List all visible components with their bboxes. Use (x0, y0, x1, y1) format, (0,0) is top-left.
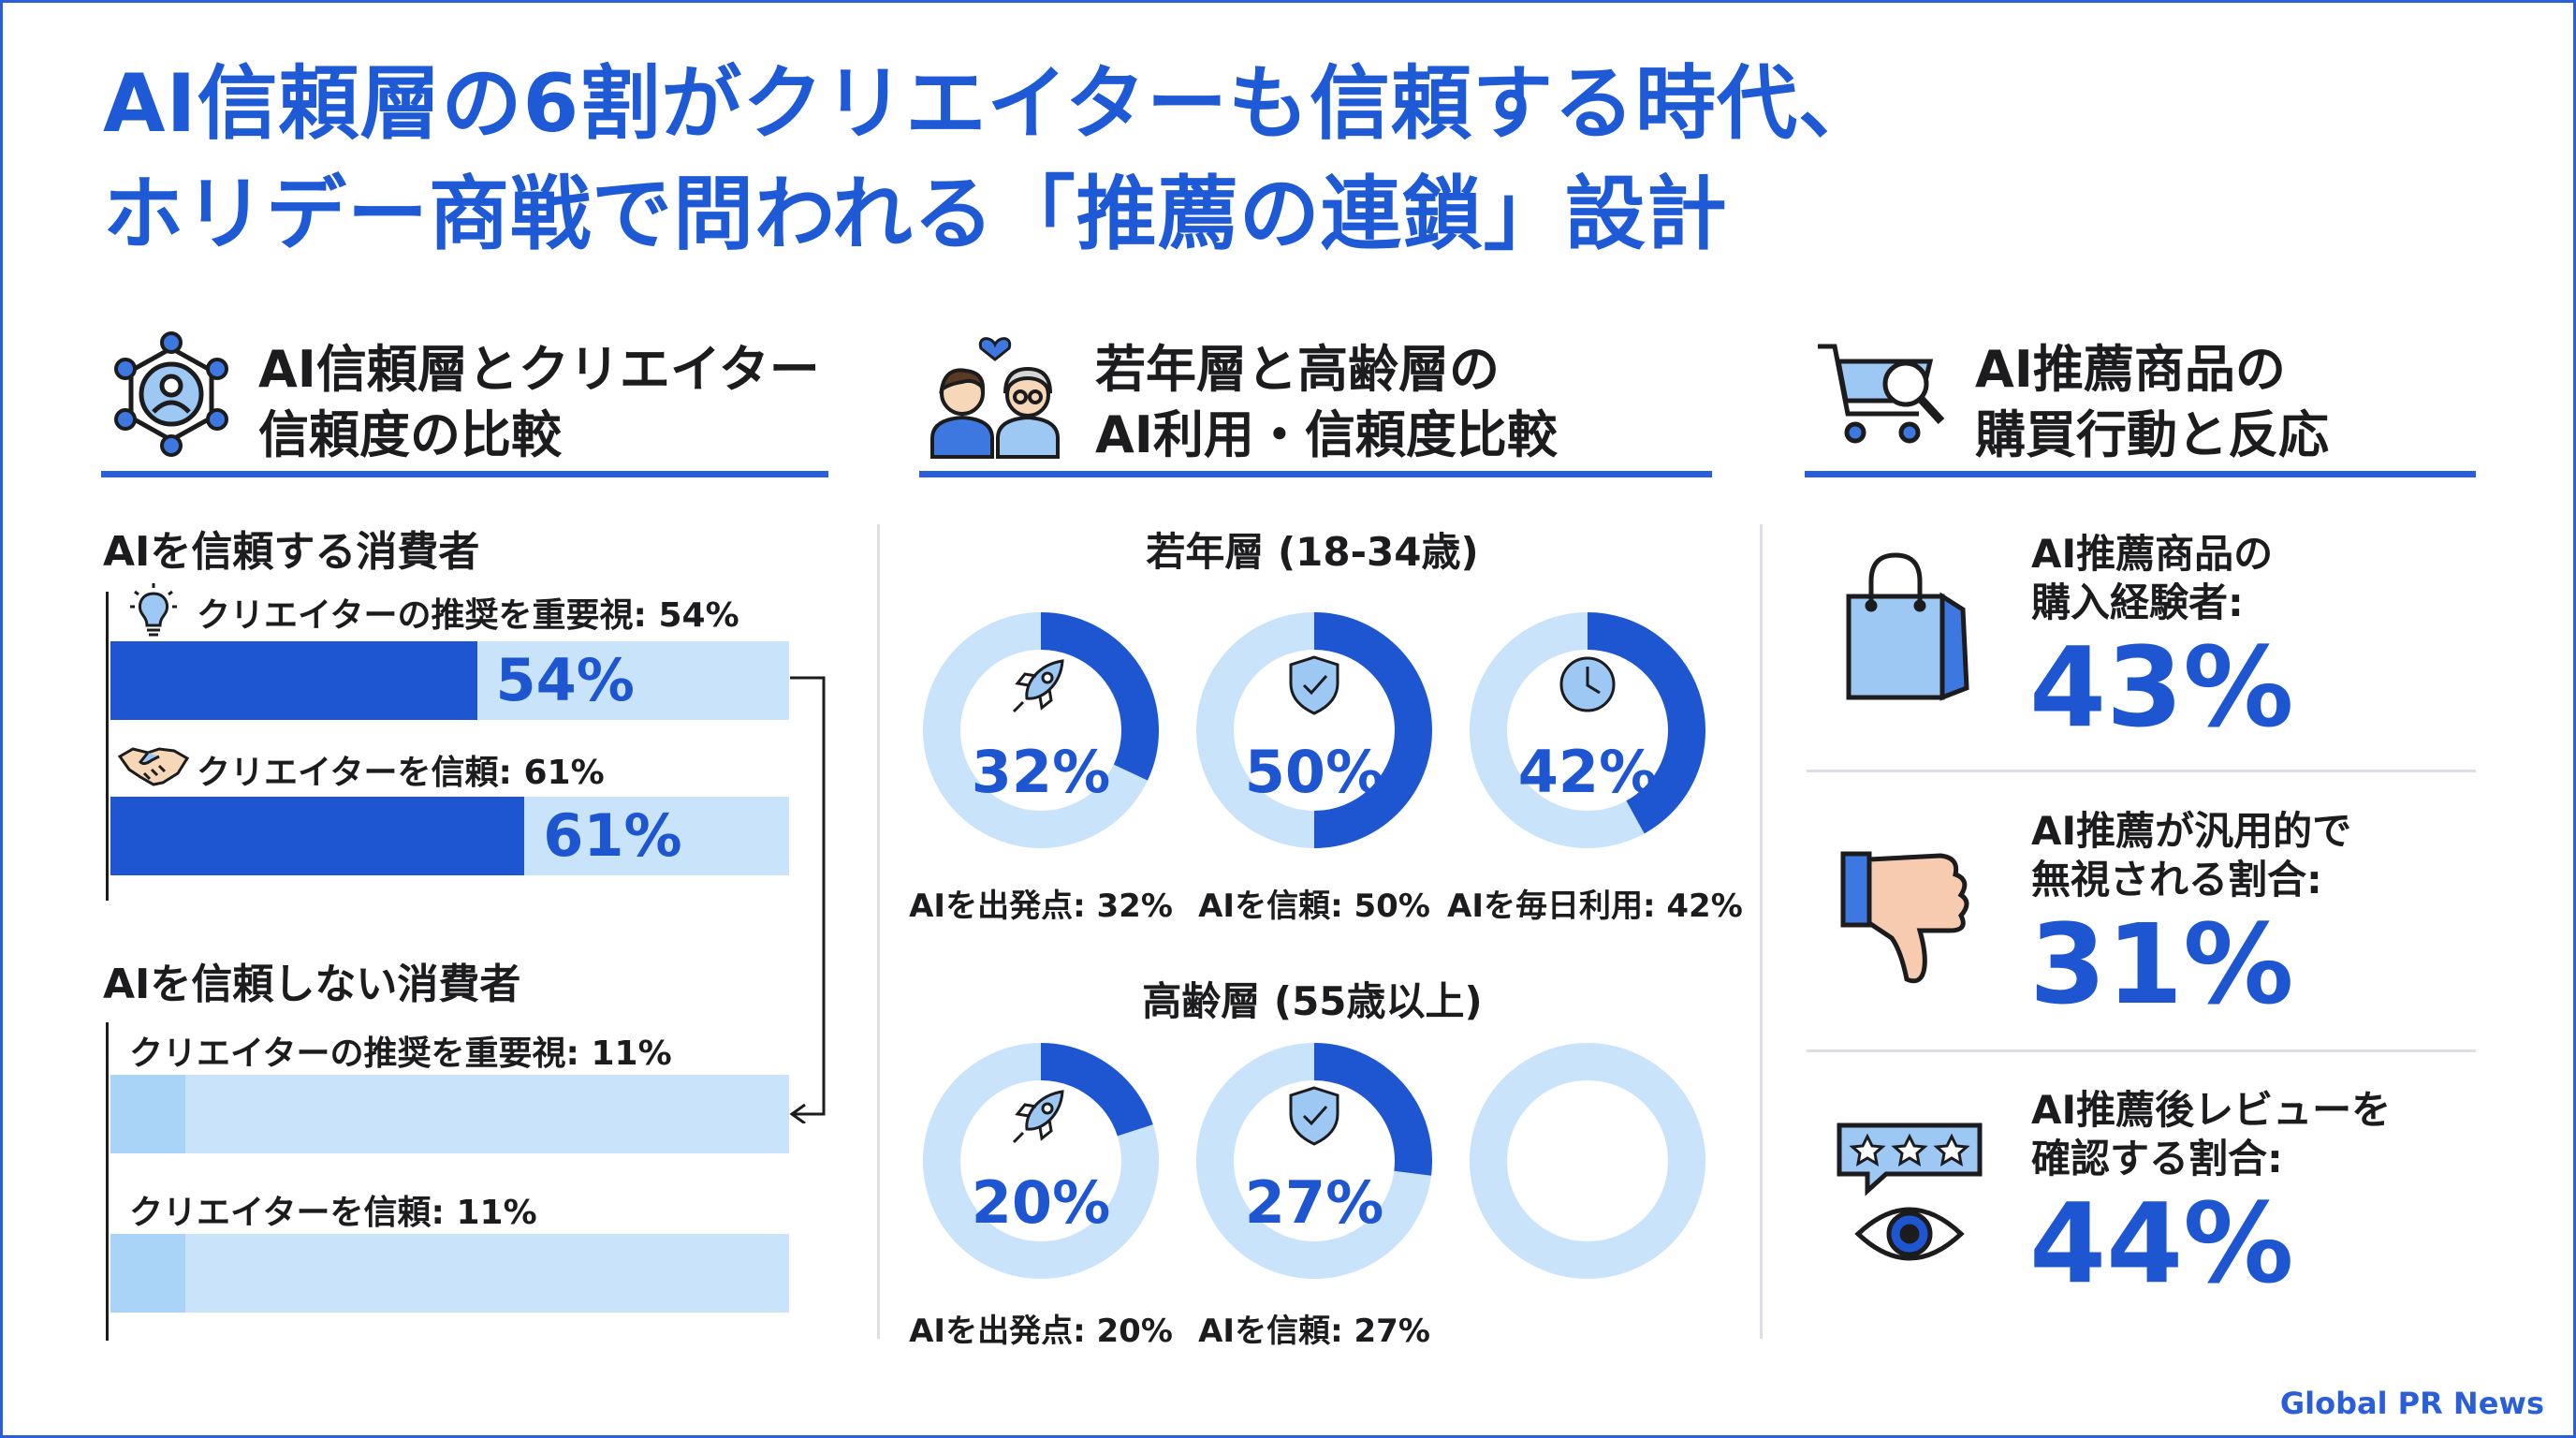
page-title: AI信頼層の6割がクリエイターも信頼する時代、 ホリデー商戦で問われる「推薦の連… (103, 49, 1880, 270)
donut-slice (1587, 612, 1705, 834)
axis-line (106, 1022, 109, 1341)
rocket-icon (1012, 659, 1064, 713)
donut-caption: AIを出発点: 20% (909, 1313, 1173, 1350)
bar-track: 61% (110, 797, 789, 875)
row-divider (1807, 770, 2476, 772)
donut-chart: 32% (917, 607, 1164, 854)
group-title-trust: AIを信頼する消費者 (103, 528, 480, 576)
section-header-middle: 若年層と高齢層の AI利用・信頼度比較 (919, 328, 1712, 477)
bar-value-label: 54% (495, 646, 635, 714)
two-people-heart-icon (930, 337, 1060, 459)
section-header-left: AI信頼層とクリエイター 信頼度の比較 (101, 328, 828, 477)
bar-label: クリエイターを信頼: 11% (129, 1194, 537, 1232)
donut-track (1470, 1043, 1705, 1279)
bar-fill (110, 1234, 185, 1313)
donut-group-title-young: 若年層 (18-34歳) (1146, 529, 1479, 575)
stat-label-line: AI推薦商品の (2031, 531, 2274, 577)
group-title-distrust: AIを信頼しない消費者 (103, 961, 521, 1008)
section-label-right: AI推薦商品の 購買行動と反応 (1975, 337, 2329, 468)
column-divider (1760, 524, 1763, 1339)
title-line-2: ホリデー商戦で問われる「推薦の連鎖」設計 (103, 168, 1728, 261)
donut-value-label: 42% (1517, 738, 1658, 806)
donut-caption: AIを毎日利用: 42% (1447, 888, 1743, 925)
bar-label: クリエイターを信頼: 61% (197, 754, 605, 792)
bar-fill (110, 1075, 185, 1153)
stat-label-line: AI推薦が汎用的で (2031, 808, 2352, 854)
section-left-line-2: 信頼度の比較 (258, 405, 562, 464)
handshake-icon (117, 747, 190, 786)
title-line-1: AI信頼層の6割がクリエイターも信頼する時代、 (103, 57, 1880, 151)
bar-fill (110, 797, 525, 875)
axis-line (106, 592, 109, 901)
section-label-left: AI信頼層とクリエイター 信頼度の比較 (258, 337, 820, 468)
stat-value: 44% (2029, 1179, 2294, 1308)
donut-value-label: 50% (1244, 738, 1384, 806)
column-divider (877, 524, 880, 1339)
stat-value: 43% (2029, 623, 2294, 752)
section-middle-line-2: AI利用・信頼度比較 (1095, 405, 1558, 464)
stat-label-line: 無視される割合: (2031, 857, 2322, 902)
bar-track (110, 1075, 789, 1153)
section-right-line-2: 購買行動と反応 (1975, 405, 2329, 464)
donut-value-label: 27% (1244, 1168, 1384, 1237)
bar-track: 54% (110, 641, 789, 720)
donut-caption: AIを信頼: 50% (1198, 888, 1430, 925)
bar-track (110, 1234, 789, 1313)
credit-text: Global PR News (2279, 1386, 2544, 1421)
row-divider (1807, 1049, 2476, 1052)
donut-slice (1313, 612, 1432, 848)
donut-value-label: 32% (971, 738, 1111, 806)
section-middle-line-1: 若年層と高齢層の (1095, 340, 1500, 399)
donut-caption: AIを信頼: 27% (1198, 1313, 1430, 1350)
network-person-icon (114, 331, 228, 457)
donut-chart: 27% (1191, 1037, 1438, 1284)
stat-label: AI推薦が汎用的で 無視される割合: (2031, 807, 2351, 904)
clock-icon (1559, 656, 1616, 712)
section-label-middle: 若年層と高齢層の AI利用・信頼度比較 (1095, 337, 1558, 468)
donut-chart: 42% (1464, 607, 1711, 854)
stat-value: 31% (2029, 900, 2294, 1029)
cart-magnifier-icon (1818, 344, 1945, 444)
thumbs-down-icon (1840, 851, 1969, 984)
stat-label-line: AI推薦後レビューを (2031, 1087, 2392, 1133)
donut-slice (1313, 1043, 1432, 1176)
donut-chart-empty (1464, 1037, 1711, 1284)
shopping-bag-icon (1846, 552, 1969, 701)
section-header-right: AI推薦商品の 購買行動と反応 (1805, 328, 2476, 477)
donut-slice (1040, 612, 1159, 781)
shield-check-icon (1289, 655, 1339, 715)
shield-check-icon (1289, 1086, 1339, 1146)
bar-fill (110, 641, 477, 720)
donut-value-label: 20% (971, 1168, 1111, 1237)
donut-slice (1040, 1043, 1153, 1137)
stat-label: AI推薦商品の 購入経験者: (2031, 530, 2273, 627)
donut-chart: 20% (917, 1037, 1164, 1284)
section-right-line-1: AI推薦商品の (1975, 340, 2286, 399)
stat-label-line: 確認する割合: (2031, 1136, 2283, 1181)
review-eye-icon (1837, 1123, 1983, 1261)
stat-label-line: 購入経験者: (2031, 580, 2244, 625)
donut-caption: AIを出発点: 32% (909, 888, 1173, 925)
rocket-icon (1012, 1090, 1064, 1144)
lightbulb-icon (130, 583, 177, 637)
donut-group-title-senior: 高齢層 (55歳以上) (1142, 978, 1483, 1024)
bar-label: クリエイターの推奨を重要視: 54% (197, 596, 739, 635)
donut-chart: 50% (1191, 607, 1438, 854)
connector-arrow (789, 676, 826, 1123)
bar-label: クリエイターの推奨を重要視: 11% (129, 1034, 672, 1073)
bar-value-label: 61% (543, 801, 682, 870)
section-left-line-1: AI信頼層とクリエイター (258, 340, 820, 399)
stat-label: AI推薦後レビューを 確認する割合: (2031, 1086, 2391, 1183)
